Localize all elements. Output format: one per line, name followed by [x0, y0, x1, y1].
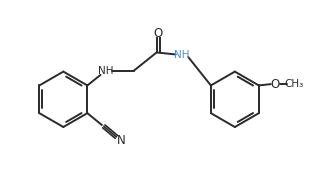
- Text: N: N: [117, 134, 126, 147]
- Text: O: O: [271, 78, 280, 91]
- Text: NH: NH: [174, 50, 190, 60]
- Text: NH: NH: [98, 66, 114, 76]
- Text: O: O: [154, 27, 163, 41]
- Text: CH₃: CH₃: [284, 79, 303, 89]
